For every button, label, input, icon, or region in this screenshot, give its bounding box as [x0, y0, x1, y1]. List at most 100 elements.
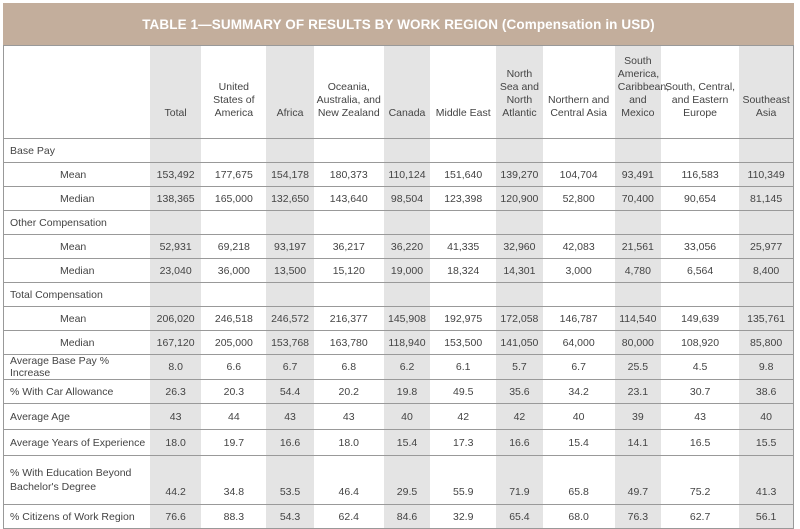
- table-cell: 81,145: [739, 186, 794, 211]
- table-row: Mean 153,492 177,675 154,178 180,373 110,124 1…: [3, 162, 794, 187]
- table-cell: 172,058: [496, 306, 543, 331]
- column-header: South America, Caribbean, and Mexico: [614, 45, 669, 139]
- column-header: Africa: [266, 45, 314, 139]
- table-cell: 6.1: [430, 354, 497, 380]
- table-cell: 68.0: [542, 504, 615, 529]
- table-cell: 20.3: [201, 379, 267, 404]
- table-cell: 25,977: [739, 234, 794, 259]
- column-header: United States of America: [201, 45, 267, 139]
- table-cell: 34.2: [542, 379, 615, 404]
- table-cell: 246,518: [201, 306, 267, 331]
- table-cell: 42,083: [542, 234, 615, 259]
- column-header: South, Central, and Eastern Europe: [660, 45, 740, 139]
- table-cell: 40: [739, 403, 794, 430]
- table-cell: 30.7: [660, 379, 740, 404]
- table-cell: 40: [542, 403, 615, 430]
- table-cell: 143,640: [313, 186, 384, 211]
- table-cell: [430, 282, 497, 307]
- table-cell: 6,564: [660, 258, 740, 283]
- table-row: % Citizens of Work Region 76.6 88.3 54.3 62.…: [3, 504, 794, 529]
- table-cell: 4.5: [660, 354, 740, 380]
- table-cell: [496, 282, 543, 307]
- table-cell: 20.2: [313, 379, 384, 404]
- table-cell: 6.2: [383, 354, 431, 380]
- table-cell: 76.3: [614, 504, 661, 529]
- table-cell: 110,124: [383, 162, 431, 187]
- table-cell: [496, 138, 543, 163]
- table-cell: 49.5: [430, 379, 497, 404]
- table-cell: 14,301: [496, 258, 543, 283]
- table-cell: [266, 138, 314, 163]
- table-row: Total Compensation: [3, 282, 794, 307]
- table-cell: 154,178: [266, 162, 314, 187]
- table-cell: 149,639: [660, 306, 740, 331]
- table-cell: 104,704: [542, 162, 615, 187]
- table-cell: 177,675: [201, 162, 267, 187]
- table-cell: 84.6: [383, 504, 431, 529]
- table-cell: 120,900: [496, 186, 543, 211]
- table-cell: [430, 210, 497, 235]
- table-cell: 15,120: [313, 258, 384, 283]
- table-cell: [660, 282, 740, 307]
- table-cell: [660, 138, 740, 163]
- table-cell: [150, 138, 202, 163]
- column-header: Oceania, Australia, and New Zealand: [313, 45, 384, 139]
- table-row: Median 23,040 36,000 13,500 15,120 19,000 18,3…: [3, 258, 794, 283]
- row-label: Median: [3, 258, 151, 283]
- table-cell: 8.0: [150, 354, 202, 380]
- table-cell: 206,020: [150, 306, 202, 331]
- table-cell: 93,491: [614, 162, 661, 187]
- table-cell: 16.6: [496, 429, 543, 456]
- table-cell: [150, 210, 202, 235]
- row-label: Mean: [3, 162, 151, 187]
- table-cell: [201, 138, 267, 163]
- row-label: % With Education Beyond Bachelor's Degre…: [3, 455, 151, 505]
- table-cell: 39: [614, 403, 661, 430]
- table-cell: 35.6: [496, 379, 543, 404]
- table-cell: [430, 138, 497, 163]
- table-cell: 3,000: [542, 258, 615, 283]
- table-cell: 216,377: [313, 306, 384, 331]
- table-cell: 71.9: [496, 455, 543, 505]
- table-cell: 167,120: [150, 330, 202, 355]
- table-cell: 88.3: [201, 504, 267, 529]
- table-cell: 132,650: [266, 186, 314, 211]
- table-cell: 98,504: [383, 186, 431, 211]
- table-cell: 70,400: [614, 186, 661, 211]
- table-row: Average Base Pay % Increase 8.0 6.6 6.7 6.8 6…: [3, 354, 794, 380]
- table-row: % With Car Allowance 26.3 20.3 54.4 20.2 19.8…: [3, 379, 794, 404]
- table-cell: [201, 210, 267, 235]
- table-cell: 180,373: [313, 162, 384, 187]
- table-cell: [383, 282, 431, 307]
- table-cell: 43: [660, 403, 740, 430]
- row-label: Median: [3, 186, 151, 211]
- table-cell: 110,349: [739, 162, 794, 187]
- table-cell: 36,220: [383, 234, 431, 259]
- table-cell: 56.1: [739, 504, 794, 529]
- table-cell: 80,000: [614, 330, 661, 355]
- table-cell: [542, 210, 615, 235]
- table-cell: [383, 210, 431, 235]
- table-cell: 19,000: [383, 258, 431, 283]
- table-cell: 14.1: [614, 429, 661, 456]
- table-cell: [266, 282, 314, 307]
- table-cell: 16.6: [266, 429, 314, 456]
- table-cell: 6.7: [542, 354, 615, 380]
- column-header: Canada: [383, 45, 431, 139]
- table-cell: 52,931: [150, 234, 202, 259]
- table-cell: 15.4: [383, 429, 431, 456]
- table-cell: 29.5: [383, 455, 431, 505]
- row-label: Total Compensation: [3, 282, 151, 307]
- table-cell: 118,940: [383, 330, 431, 355]
- table-cell: [739, 282, 794, 307]
- header-blank: [3, 45, 151, 139]
- table-cell: [542, 282, 615, 307]
- table-cell: 26.3: [150, 379, 202, 404]
- table-cell: 69,218: [201, 234, 267, 259]
- table-cell: 139,270: [496, 162, 543, 187]
- table-cell: 6.6: [201, 354, 267, 380]
- table-cell: 15.4: [542, 429, 615, 456]
- table-cell: 123,398: [430, 186, 497, 211]
- row-label: % With Car Allowance: [3, 379, 151, 404]
- table-cell: 23,040: [150, 258, 202, 283]
